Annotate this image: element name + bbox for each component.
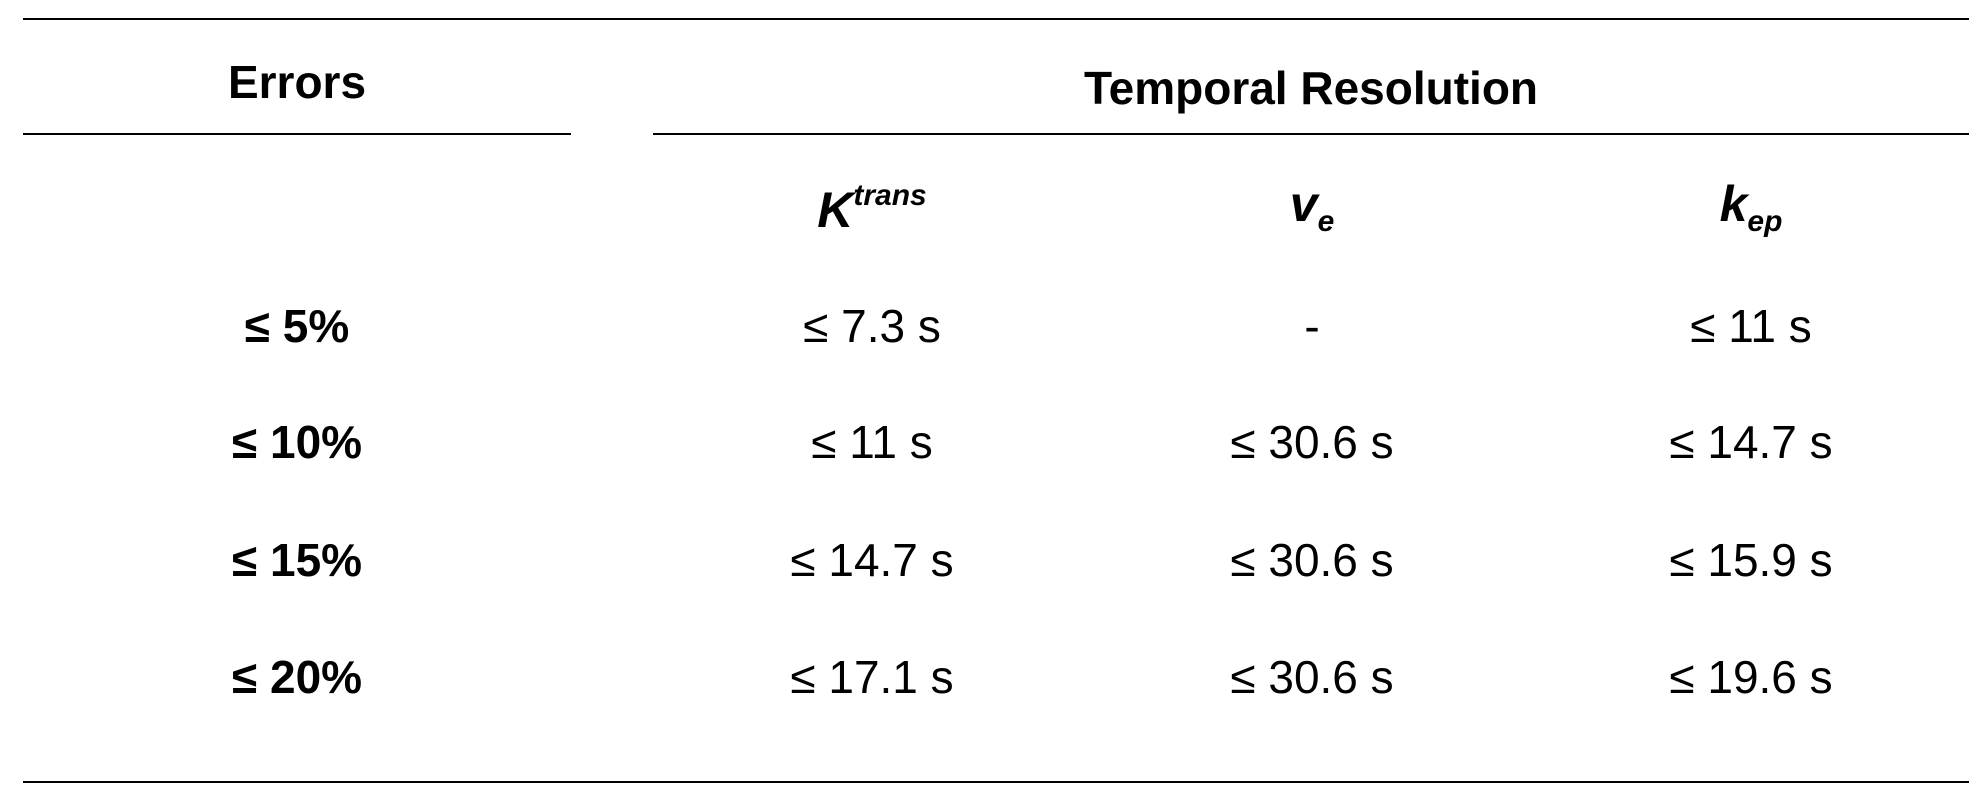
bottom-rule xyxy=(23,781,1969,783)
cell: ≤ 30.6 s xyxy=(1230,534,1394,586)
cell: ≤ 11 s xyxy=(1690,300,1812,352)
row-label: ≤ 15% xyxy=(231,534,363,586)
subscript: ep xyxy=(1747,205,1783,238)
cell: ≤ 7.3 s xyxy=(803,300,941,352)
cell: ≤ 14.7 s xyxy=(790,534,954,586)
row-label: ≤ 5% xyxy=(244,300,350,352)
errors-rule xyxy=(23,133,571,135)
row-label: ≤ 10% xyxy=(231,416,363,468)
cell: ≤ 17.1 s xyxy=(790,651,954,703)
cell: - xyxy=(1304,300,1320,352)
symbol: v xyxy=(1289,176,1318,232)
cell: ≤ 30.6 s xyxy=(1230,651,1394,703)
column-header: Ktrans xyxy=(817,179,927,238)
group-header: Temporal Resolution xyxy=(1083,62,1539,114)
column-header: kep xyxy=(1720,179,1783,237)
symbol: K xyxy=(817,182,854,238)
row-label: ≤ 20% xyxy=(231,651,363,703)
symbol: k xyxy=(1719,176,1748,232)
errors-header: Errors xyxy=(227,56,367,108)
subscript: e xyxy=(1317,205,1335,238)
cell: ≤ 19.6 s xyxy=(1669,651,1833,703)
cell: ≤ 11 s xyxy=(811,416,933,468)
top-rule xyxy=(23,18,1969,20)
superscript: trans xyxy=(853,179,927,212)
cell: ≤ 15.9 s xyxy=(1669,534,1833,586)
group-rule xyxy=(653,133,1969,135)
column-header: ve xyxy=(1290,179,1335,237)
cell: ≤ 14.7 s xyxy=(1669,416,1833,468)
cell: ≤ 30.6 s xyxy=(1230,416,1394,468)
